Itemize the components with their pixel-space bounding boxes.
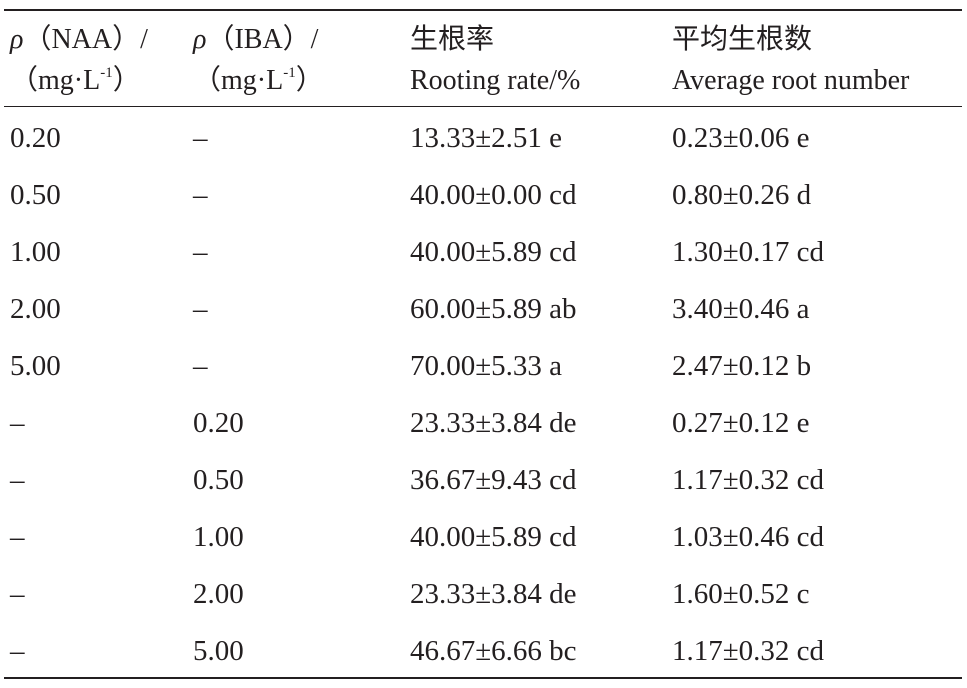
header-cell: 平均生根数 [672, 24, 813, 55]
table-cell: 5.00 [10, 350, 61, 382]
table-cell: – [10, 464, 25, 496]
table-cell: 0.50 [10, 179, 61, 211]
header-text: ρ [10, 24, 24, 55]
header-cell: ρ（NAA）/ [10, 23, 148, 57]
table-cell: – [193, 236, 208, 268]
table-cell: – [10, 635, 25, 667]
header-text: （mg·L [10, 65, 101, 96]
table-cell: 0.50 [193, 464, 244, 496]
table-cell: 0.20 [193, 407, 244, 439]
table-cell: – [10, 578, 25, 610]
table-cell: 2.00 [193, 578, 244, 610]
header-cell: （mg·L-1） [10, 64, 141, 98]
table-cell: 0.27±0.12 e [672, 407, 810, 439]
header-text: （NAA）/ [23, 24, 148, 55]
header-cell: （mg·L-1） [193, 64, 324, 98]
header-text: -1 [100, 65, 113, 81]
header-text: ρ [193, 24, 207, 55]
table-cell: – [10, 521, 25, 553]
table-cell: 46.67±6.66 bc [410, 635, 577, 667]
table-cell: – [193, 293, 208, 325]
table-cell: 3.40±0.46 a [672, 293, 810, 325]
table-cell: 40.00±0.00 cd [410, 179, 577, 211]
table-cell: – [193, 350, 208, 382]
table-cell: 23.33±3.84 de [410, 407, 577, 439]
table-cell: – [193, 179, 208, 211]
header-text: -1 [283, 65, 296, 81]
table-cell: 0.80±0.26 d [672, 179, 812, 211]
table-cell: 70.00±5.33 a [410, 350, 563, 382]
top-rule [4, 9, 962, 11]
header-text: ） [112, 65, 141, 96]
table-cell: 1.00 [10, 236, 61, 268]
header-cell: 生根率 [410, 24, 495, 55]
table-cell: 40.00±5.89 cd [410, 521, 577, 553]
table-cell: 60.00±5.89 ab [410, 293, 577, 325]
header-rule [4, 106, 962, 107]
table-cell: 1.17±0.32 cd [672, 635, 825, 667]
header-cell: Average root number [672, 65, 910, 96]
header-cell: ρ（IBA）/ [193, 23, 318, 57]
table-cell: 0.23±0.06 e [672, 122, 810, 154]
table-cell: 1.03±0.46 cd [672, 521, 825, 553]
header-text: ） [295, 65, 324, 96]
table-cell: 1.60±0.52 c [672, 578, 810, 610]
table-cell: 13.33±2.51 e [410, 122, 563, 154]
table-cell: 23.33±3.84 de [410, 578, 577, 610]
table-cell: 1.00 [193, 521, 244, 553]
table-cell: – [193, 122, 208, 154]
table-cell: 2.00 [10, 293, 61, 325]
table-cell: 1.30±0.17 cd [672, 236, 825, 268]
table-cell: 2.47±0.12 b [672, 350, 812, 382]
table-cell: 1.17±0.32 cd [672, 464, 825, 496]
header-text: （IBA）/ [206, 24, 319, 55]
table-cell: 5.00 [193, 635, 244, 667]
table-cell: 0.20 [10, 122, 61, 154]
table-cell: 40.00±5.89 cd [410, 236, 577, 268]
bottom-rule [4, 677, 962, 679]
table-cell: 36.67±9.43 cd [410, 464, 577, 496]
header-cell: Rooting rate/% [410, 65, 581, 96]
header-text: （mg·L [193, 65, 284, 96]
table-cell: – [10, 407, 25, 439]
